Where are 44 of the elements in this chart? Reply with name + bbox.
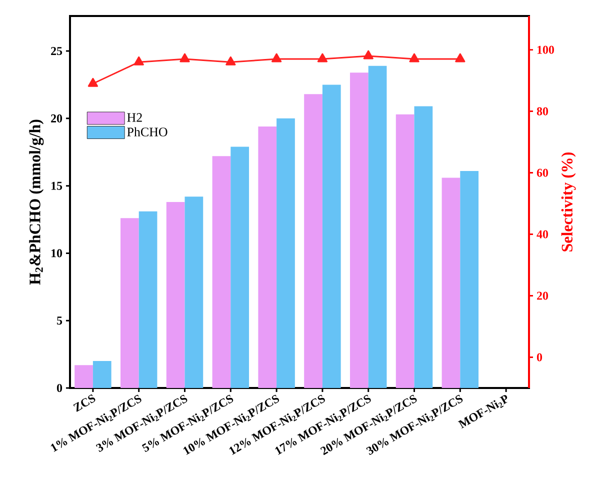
y2-tick-label: 60 bbox=[536, 168, 548, 177]
point bbox=[455, 53, 466, 62]
point bbox=[180, 53, 190, 62]
y2-tick-label: 100 bbox=[537, 46, 554, 54]
y-tick-label: 5 bbox=[57, 316, 62, 325]
y-tick-label: 15 bbox=[51, 182, 62, 190]
y-tick-label: 0 bbox=[56, 384, 62, 392]
point bbox=[88, 78, 98, 87]
bar bbox=[120, 218, 139, 388]
bar bbox=[442, 178, 460, 388]
point bbox=[226, 56, 236, 66]
y-tick-label: 25 bbox=[51, 47, 62, 56]
y2-axis-title: Selectivity (%) bbox=[561, 152, 576, 252]
point bbox=[409, 53, 420, 62]
y2-tick-label: 80 bbox=[536, 107, 548, 116]
point bbox=[317, 53, 328, 62]
legend-label: H2 bbox=[127, 113, 142, 122]
bar bbox=[414, 106, 433, 388]
y2-tick-label: 20 bbox=[537, 292, 548, 300]
bar bbox=[350, 72, 368, 388]
bar bbox=[396, 114, 414, 388]
bar bbox=[184, 196, 204, 388]
bar bbox=[230, 146, 250, 388]
point bbox=[134, 56, 144, 66]
point bbox=[271, 53, 282, 62]
y-axis-title: H$_{2}$&PhCHO (mmol/g/h) bbox=[29, 120, 44, 285]
point bbox=[363, 50, 374, 60]
bar bbox=[138, 211, 158, 388]
bar bbox=[368, 66, 387, 388]
y-tick-label: 10 bbox=[51, 249, 62, 258]
y-tick-label: 20 bbox=[51, 114, 62, 122]
bar bbox=[92, 361, 112, 388]
bar bbox=[212, 156, 231, 388]
bar bbox=[166, 202, 185, 388]
bar bbox=[276, 118, 295, 388]
bar bbox=[74, 365, 93, 388]
y2-tick-label: 0 bbox=[536, 353, 542, 362]
bar bbox=[258, 126, 277, 388]
bar bbox=[460, 171, 479, 388]
x-tick-label: ZCS bbox=[73, 394, 96, 412]
y2-tick-label: 40 bbox=[536, 230, 548, 238]
legend-label: PhCHO bbox=[127, 127, 168, 136]
bar bbox=[322, 84, 341, 388]
bar bbox=[304, 94, 322, 388]
